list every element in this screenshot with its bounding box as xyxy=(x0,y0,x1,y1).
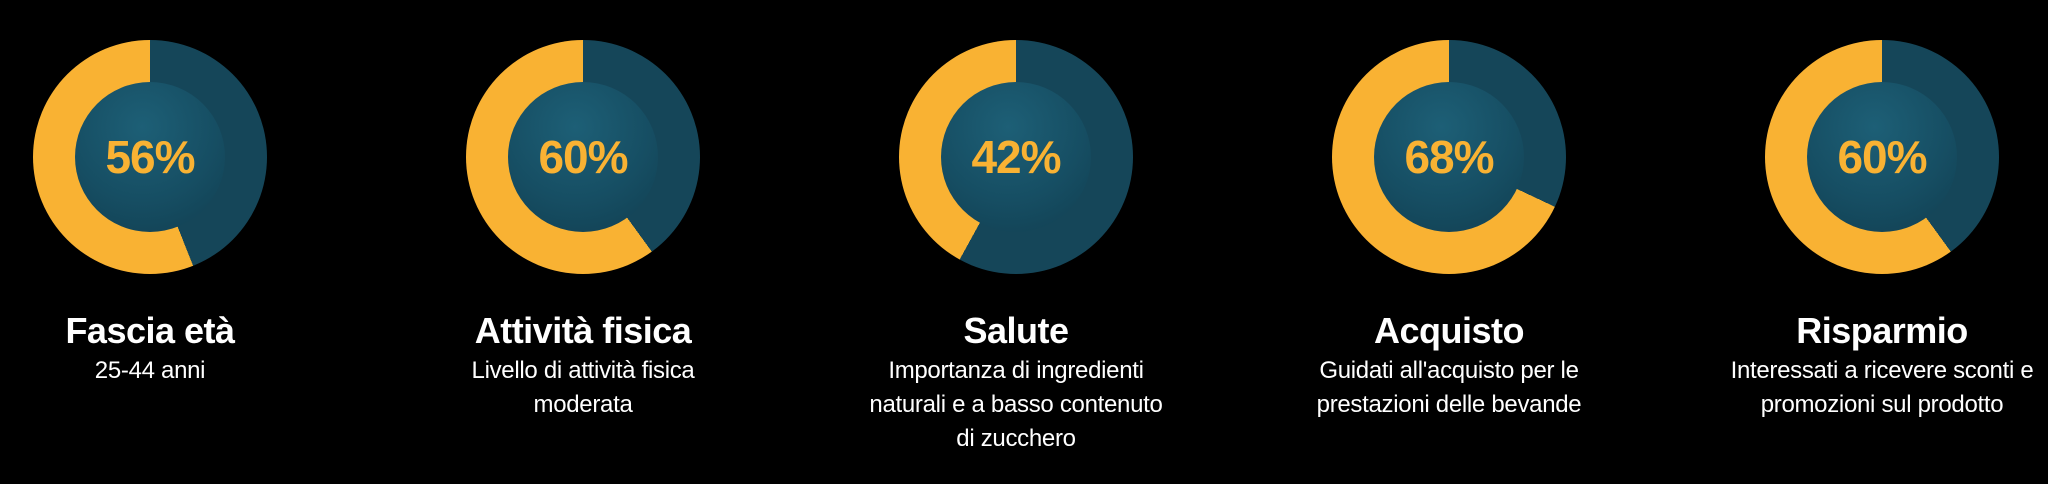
subtitle-line: Guidati all'acquisto per le xyxy=(1319,357,1579,384)
donut-chart-salute: 42% xyxy=(899,40,1133,274)
donut-inner-disk: 68% xyxy=(1374,82,1524,232)
subtitle-line: moderata xyxy=(533,391,633,418)
donut-percent-label: 60% xyxy=(538,131,628,183)
donut-chart-risparmio: 60% xyxy=(1765,40,1999,274)
donut-chart-fascia-eta: 56% xyxy=(33,40,267,274)
subtitle-line: prestazioni delle bevande xyxy=(1316,391,1582,418)
donut-inner-disk: 60% xyxy=(1807,82,1957,232)
subtitle-line: naturali e a basso contenuto xyxy=(869,391,1163,418)
stat-card-acquisto: 68% Acquisto Guidati all'acquisto per le… xyxy=(1299,40,1599,484)
stat-subtitle: Interessati a ricevere sconti e promozio… xyxy=(1731,354,2034,422)
donut-chart-attivita-fisica: 60% xyxy=(466,40,700,274)
stat-subtitle: 25-44 anni xyxy=(94,354,206,388)
donut-percent-label: 68% xyxy=(1404,131,1494,183)
stat-card-fascia-eta: 56% Fascia età 25-44 anni xyxy=(0,40,300,484)
stat-title: Attività fisica xyxy=(474,310,692,351)
subtitle-line: di zucchero xyxy=(956,425,1076,452)
subtitle-line: Livello di attività fisica xyxy=(471,357,695,384)
subtitle-line: Interessati a ricevere sconti e xyxy=(1730,357,2034,384)
donut-chart-acquisto: 68% xyxy=(1332,40,1566,274)
stat-card-risparmio: 60% Risparmio Interessati a ricevere sco… xyxy=(1731,40,2034,484)
stat-subtitle: Guidati all'acquisto per le prestazioni … xyxy=(1317,354,1582,422)
subtitle-line: promozioni sul prodotto xyxy=(1760,391,2004,418)
stat-card-attivita-fisica: 60% Attività fisica Livello di attività … xyxy=(433,40,733,484)
donut-percent-label: 42% xyxy=(971,131,1061,183)
donut-inner-disk: 60% xyxy=(508,82,658,232)
stat-title: Salute xyxy=(963,310,1069,351)
donut-inner-disk: 56% xyxy=(75,82,225,232)
subtitle-line: Importanza di ingredienti xyxy=(888,357,1144,384)
stat-card-salute: 42% Salute Importanza di ingredienti nat… xyxy=(866,40,1166,484)
donut-percent-label: 56% xyxy=(105,131,195,183)
stat-title: Fascia età xyxy=(65,310,235,351)
stat-subtitle: Livello di attività fisica moderata xyxy=(472,354,695,422)
stat-title: Acquisto xyxy=(1373,310,1525,351)
subtitle-line: 25-44 anni xyxy=(94,357,206,384)
donut-percent-label: 60% xyxy=(1837,131,1927,183)
stat-subtitle: Importanza di ingredienti naturali e a b… xyxy=(869,354,1162,456)
donut-inner-disk: 42% xyxy=(941,82,1091,232)
stat-title: Risparmio xyxy=(1796,310,1968,351)
